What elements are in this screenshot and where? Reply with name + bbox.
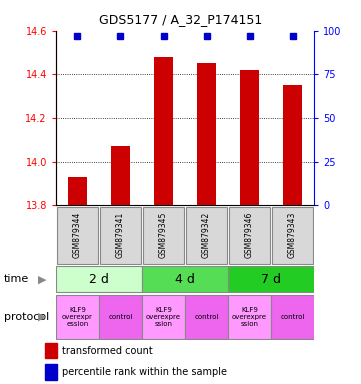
Bar bbox=[111, 146, 130, 205]
Text: transformed count: transformed count bbox=[62, 346, 153, 356]
Text: control: control bbox=[280, 314, 305, 320]
Text: GSM879346: GSM879346 bbox=[245, 212, 254, 258]
Bar bbox=[56, 266, 142, 292]
Bar bbox=[68, 177, 87, 205]
Text: GSM879345: GSM879345 bbox=[159, 212, 168, 258]
Text: time: time bbox=[4, 274, 29, 285]
Bar bbox=[272, 207, 313, 264]
Text: 2 d: 2 d bbox=[89, 273, 109, 286]
Bar bbox=[197, 63, 216, 205]
Bar bbox=[283, 85, 302, 205]
Text: control: control bbox=[108, 314, 133, 320]
Text: 7 d: 7 d bbox=[261, 273, 281, 286]
Bar bbox=[229, 295, 271, 339]
Bar bbox=[186, 207, 227, 264]
Bar bbox=[45, 343, 57, 358]
Text: GSM879341: GSM879341 bbox=[116, 212, 125, 258]
Bar bbox=[229, 266, 314, 292]
Bar bbox=[240, 70, 259, 205]
Bar bbox=[154, 57, 173, 205]
Text: ▶: ▶ bbox=[38, 312, 47, 322]
Bar bbox=[57, 207, 98, 264]
Bar bbox=[143, 295, 184, 339]
Text: protocol: protocol bbox=[4, 312, 49, 322]
Bar bbox=[271, 295, 314, 339]
Text: GDS5177 / A_32_P174151: GDS5177 / A_32_P174151 bbox=[99, 13, 262, 26]
Bar bbox=[143, 266, 227, 292]
Text: KLF9
overexpr
ession: KLF9 overexpr ession bbox=[62, 307, 93, 327]
Bar bbox=[56, 295, 99, 339]
Bar bbox=[100, 207, 141, 264]
Text: GSM879342: GSM879342 bbox=[202, 212, 211, 258]
Text: GSM879344: GSM879344 bbox=[73, 212, 82, 258]
Text: KLF9
overexpre
ssion: KLF9 overexpre ssion bbox=[232, 307, 267, 327]
Bar bbox=[45, 364, 57, 379]
Bar bbox=[143, 207, 184, 264]
Bar bbox=[229, 207, 270, 264]
Text: 4 d: 4 d bbox=[175, 273, 195, 286]
Text: ▶: ▶ bbox=[38, 274, 47, 285]
Bar bbox=[186, 295, 227, 339]
Text: GSM879343: GSM879343 bbox=[288, 212, 297, 258]
Bar bbox=[99, 295, 142, 339]
Text: control: control bbox=[194, 314, 219, 320]
Text: KLF9
overexpre
ssion: KLF9 overexpre ssion bbox=[146, 307, 181, 327]
Text: percentile rank within the sample: percentile rank within the sample bbox=[62, 367, 227, 377]
